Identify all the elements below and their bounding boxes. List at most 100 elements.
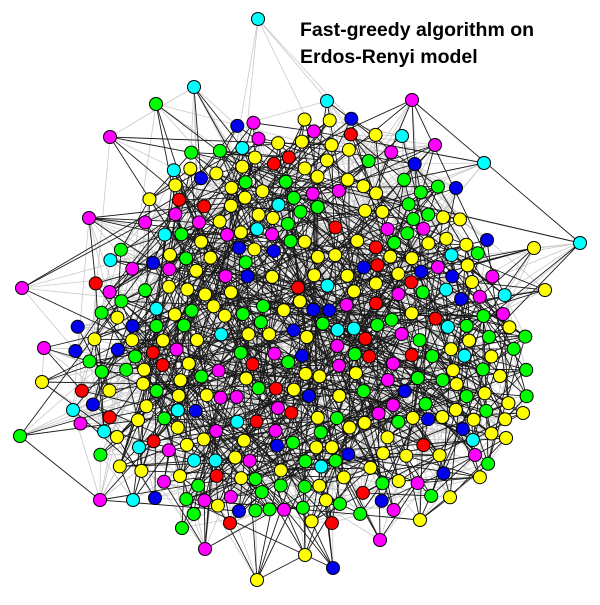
node-cyan xyxy=(315,460,328,473)
node-yellow xyxy=(370,187,383,200)
node-blue xyxy=(231,119,244,132)
node-yellow xyxy=(341,269,354,282)
node-red xyxy=(210,469,223,482)
node-magenta xyxy=(387,504,400,517)
node-green xyxy=(471,247,484,260)
edge xyxy=(412,100,580,243)
node-green xyxy=(263,503,276,516)
node-green xyxy=(150,384,163,397)
node-magenta xyxy=(269,424,282,437)
node-magenta xyxy=(139,216,152,229)
node-yellow xyxy=(392,475,405,488)
node-green xyxy=(362,155,375,168)
node-blue xyxy=(287,324,300,337)
node-green xyxy=(299,455,312,468)
node-green xyxy=(376,477,389,490)
node-yellow xyxy=(172,389,185,402)
node-yellow xyxy=(263,328,276,341)
node-green xyxy=(195,370,208,383)
node-green xyxy=(95,365,108,378)
node-green xyxy=(416,286,429,299)
node-blue xyxy=(233,505,246,518)
node-blue xyxy=(450,182,463,195)
node-blue xyxy=(296,349,309,362)
node-red xyxy=(356,486,369,499)
edge xyxy=(20,436,100,500)
node-yellow xyxy=(422,237,435,250)
node-blue xyxy=(111,343,124,356)
node-cyan xyxy=(127,494,140,507)
node-yellow xyxy=(251,574,264,587)
node-green xyxy=(329,454,342,467)
node-yellow xyxy=(440,232,453,245)
node-yellow xyxy=(444,491,457,504)
node-yellow xyxy=(528,242,541,255)
node-red xyxy=(359,332,372,345)
node-magenta xyxy=(307,125,320,138)
node-green xyxy=(519,330,532,343)
node-yellow xyxy=(197,433,210,446)
node-cyan xyxy=(215,328,228,341)
node-blue xyxy=(408,158,421,171)
node-blue xyxy=(267,245,280,258)
node-blue xyxy=(195,172,208,185)
node-yellow xyxy=(113,460,126,473)
node-green xyxy=(507,342,520,355)
node-yellow xyxy=(406,411,419,424)
node-yellow xyxy=(311,411,324,424)
node-yellow xyxy=(517,407,530,420)
node-green xyxy=(180,252,193,265)
node-magenta xyxy=(252,132,265,145)
node-cyan xyxy=(171,404,184,417)
node-magenta xyxy=(38,342,51,355)
node-yellow xyxy=(348,285,361,298)
node-green xyxy=(414,186,427,199)
node-yellow xyxy=(310,441,323,454)
node-yellow xyxy=(467,413,480,426)
node-yellow xyxy=(162,280,175,293)
node-green xyxy=(476,363,489,376)
node-green xyxy=(252,382,265,395)
node-blue xyxy=(422,413,435,426)
node-yellow xyxy=(400,449,413,462)
node-yellow xyxy=(182,357,195,370)
node-green xyxy=(284,235,297,248)
node-magenta xyxy=(486,270,499,283)
node-yellow xyxy=(320,494,333,507)
node-green xyxy=(348,348,361,361)
node-magenta xyxy=(340,298,353,311)
node-yellow xyxy=(392,267,405,280)
node-yellow xyxy=(503,321,516,334)
node-yellow xyxy=(298,113,311,126)
node-yellow xyxy=(539,284,552,297)
node-magenta xyxy=(406,94,419,107)
node-magenta xyxy=(193,216,206,229)
node-green xyxy=(114,243,127,256)
node-magenta xyxy=(268,347,281,360)
node-yellow xyxy=(447,364,460,377)
node-yellow xyxy=(266,270,279,283)
node-red xyxy=(363,350,376,363)
node-yellow xyxy=(494,370,507,383)
node-yellow xyxy=(405,252,418,265)
node-green xyxy=(311,201,324,214)
node-cyan xyxy=(251,223,264,236)
node-cyan xyxy=(441,320,454,333)
node-magenta xyxy=(333,359,346,372)
node-green xyxy=(236,308,249,321)
node-yellow xyxy=(169,179,182,192)
node-yellow xyxy=(204,251,217,264)
node-yellow xyxy=(174,374,187,387)
node-yellow xyxy=(274,464,287,477)
node-green xyxy=(316,317,329,330)
node-green xyxy=(185,146,198,159)
node-yellow xyxy=(200,389,213,402)
node-yellow xyxy=(299,367,312,380)
node-green xyxy=(419,397,432,410)
node-blue xyxy=(481,234,494,247)
node-magenta xyxy=(372,407,385,420)
node-yellow xyxy=(295,135,308,148)
node-yellow xyxy=(313,479,326,492)
node-green xyxy=(249,473,262,486)
node-yellow xyxy=(234,226,247,239)
